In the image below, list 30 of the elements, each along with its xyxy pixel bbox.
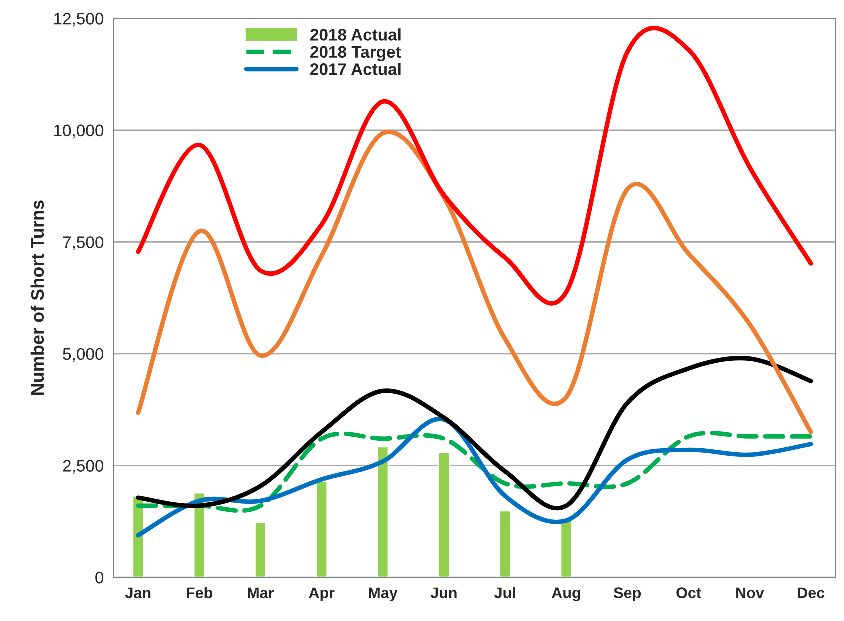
y-axis-title: Number of Short Turns (30, 200, 44, 396)
x-tick-label: May (369, 588, 398, 602)
legend-label: 2018 Actual (310, 28, 401, 41)
line-series (136, 417, 814, 538)
y-tick-label: 0 (96, 572, 104, 584)
y-tick-label: 10,000 (54, 124, 104, 139)
bar (254, 522, 267, 578)
x-tick-label: Jun (430, 588, 457, 598)
y-tick-label: 5,000 (63, 348, 104, 362)
y-tick-label: 12,500 (54, 13, 104, 27)
x-tick-label: Aug (552, 588, 580, 602)
legend-label: 2017 Actual (310, 63, 401, 76)
bar (560, 520, 573, 578)
x-tick-label: Mar (248, 588, 274, 598)
bar (438, 452, 450, 578)
x-tick-label: Oct (676, 588, 702, 598)
bar (499, 510, 512, 578)
x-tick-label: Jul (494, 587, 516, 598)
x-tick-label: Jan (125, 588, 151, 598)
bar (376, 446, 390, 578)
bar (316, 480, 328, 578)
y-tick-label: 2,500 (63, 460, 104, 474)
x-tick-label: Dec (798, 588, 825, 598)
x-tick-label: Nov (736, 588, 764, 598)
y-tick-label: 7,500 (63, 236, 104, 250)
x-tick-label: Apr (309, 588, 335, 602)
x-tick-label: Feb (187, 587, 213, 598)
line-series (136, 130, 814, 434)
x-tick-label: Sep (614, 588, 642, 602)
legend-label: 2018 Target (310, 46, 402, 62)
